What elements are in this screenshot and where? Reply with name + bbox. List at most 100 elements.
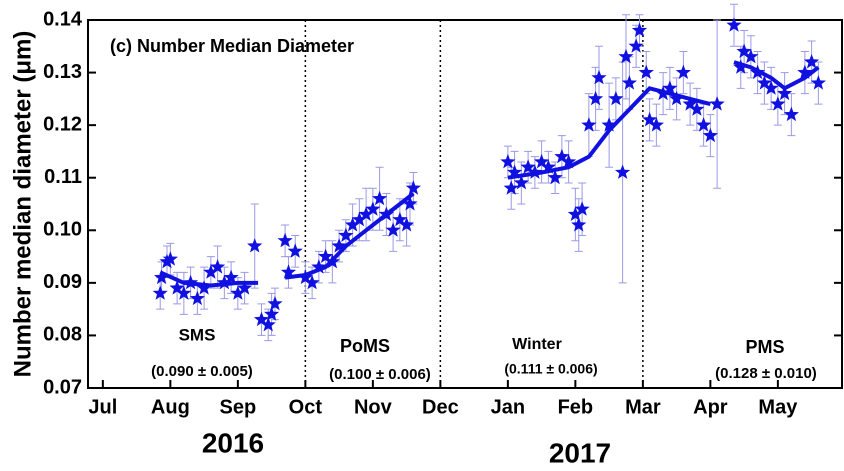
star-point (675, 64, 691, 79)
star-point (669, 90, 685, 106)
star-point (277, 232, 293, 248)
panel-title: (c) Number Median Diameter (110, 36, 354, 56)
star-point (287, 243, 303, 258)
star-point (642, 111, 658, 127)
star-point (726, 17, 742, 32)
year-label: 2017 (549, 437, 611, 468)
star-point (554, 148, 570, 164)
star-point (237, 280, 253, 295)
star-point (608, 90, 624, 106)
star-point (385, 222, 401, 237)
star-point (162, 251, 178, 266)
star-point (503, 180, 519, 195)
period-label: PoMS (340, 336, 390, 356)
x-tick-label: Oct (289, 396, 323, 418)
star-point (196, 280, 212, 295)
star-point (540, 159, 556, 174)
star-point (358, 206, 374, 221)
star-point (561, 153, 577, 169)
y-tick-label: 0.13 (43, 61, 82, 83)
star-point (696, 117, 712, 132)
star-point (631, 22, 648, 37)
star-point (260, 316, 276, 332)
star-point (405, 180, 421, 195)
star-point (247, 238, 263, 253)
star-point (601, 117, 617, 132)
x-tick-label: Jan (491, 396, 525, 418)
star-point (520, 159, 536, 174)
star-point (581, 117, 597, 132)
year-label: 2016 (202, 427, 264, 458)
star-point (230, 285, 246, 300)
star-point (743, 48, 759, 64)
period-label: SMS (179, 325, 216, 344)
star-point (264, 306, 280, 321)
star-point (399, 217, 415, 232)
star-point (756, 75, 772, 90)
star-point (351, 211, 367, 227)
period-label: (0.100 ± 0.006) (329, 366, 431, 383)
star-point (574, 201, 590, 216)
y-tick-label: 0.11 (44, 166, 82, 188)
star-point (223, 269, 239, 285)
star-point (689, 101, 705, 116)
y-tick-label: 0.07 (43, 376, 82, 398)
star-point (628, 38, 644, 53)
trend-line (159, 60, 820, 288)
star-point (216, 274, 232, 290)
y-axis-label: Number median diameter (μm) (9, 31, 36, 378)
x-tick-label: Nov (354, 396, 393, 418)
star-point (169, 280, 185, 295)
star-point (365, 201, 381, 216)
x-tick-label: Mar (625, 396, 661, 418)
star-point (189, 290, 205, 306)
star-point (267, 295, 283, 311)
period-label: (0.090 ± 0.005) (151, 363, 253, 380)
star-point (253, 311, 270, 327)
star-point (527, 164, 543, 179)
x-tick-label: Aug (151, 396, 190, 418)
x-tick-label: May (758, 396, 798, 418)
x-tick-label: Jul (88, 396, 117, 418)
star-point (280, 264, 297, 279)
star-point (804, 54, 820, 69)
star-point (331, 238, 347, 253)
star-point (763, 80, 779, 95)
star-point (392, 211, 408, 227)
star-point (750, 64, 766, 79)
star-point (534, 153, 550, 169)
star-point (500, 153, 516, 169)
star-point (662, 80, 678, 95)
y-tick-label: 0.14 (43, 8, 83, 30)
star-point (402, 196, 418, 211)
star-point (638, 64, 654, 79)
x-tick-label: Dec (422, 396, 459, 418)
star-point (318, 248, 334, 263)
star-point (783, 106, 799, 122)
star-point (615, 164, 631, 179)
y-tick-label: 0.08 (43, 324, 82, 346)
period-label: PMS (745, 337, 784, 357)
star-point (152, 285, 168, 300)
star-point (682, 96, 698, 111)
y-tick-label: 0.12 (43, 113, 82, 135)
y-tick-label: 0.09 (43, 271, 82, 293)
star-point (591, 69, 607, 85)
star-point (507, 164, 523, 179)
star-point (547, 169, 563, 185)
star-point (618, 48, 634, 64)
star-point (345, 217, 361, 232)
star-point (203, 264, 219, 279)
star-point (648, 117, 664, 132)
x-tick-label: Sep (220, 396, 257, 418)
star-point (210, 259, 226, 274)
star-point (154, 269, 170, 285)
star-point (770, 96, 786, 111)
star-point (513, 175, 529, 190)
star-point (567, 206, 583, 221)
star-point (571, 217, 587, 232)
star-point (378, 206, 394, 221)
star-point (588, 90, 604, 106)
star-point (372, 190, 388, 206)
